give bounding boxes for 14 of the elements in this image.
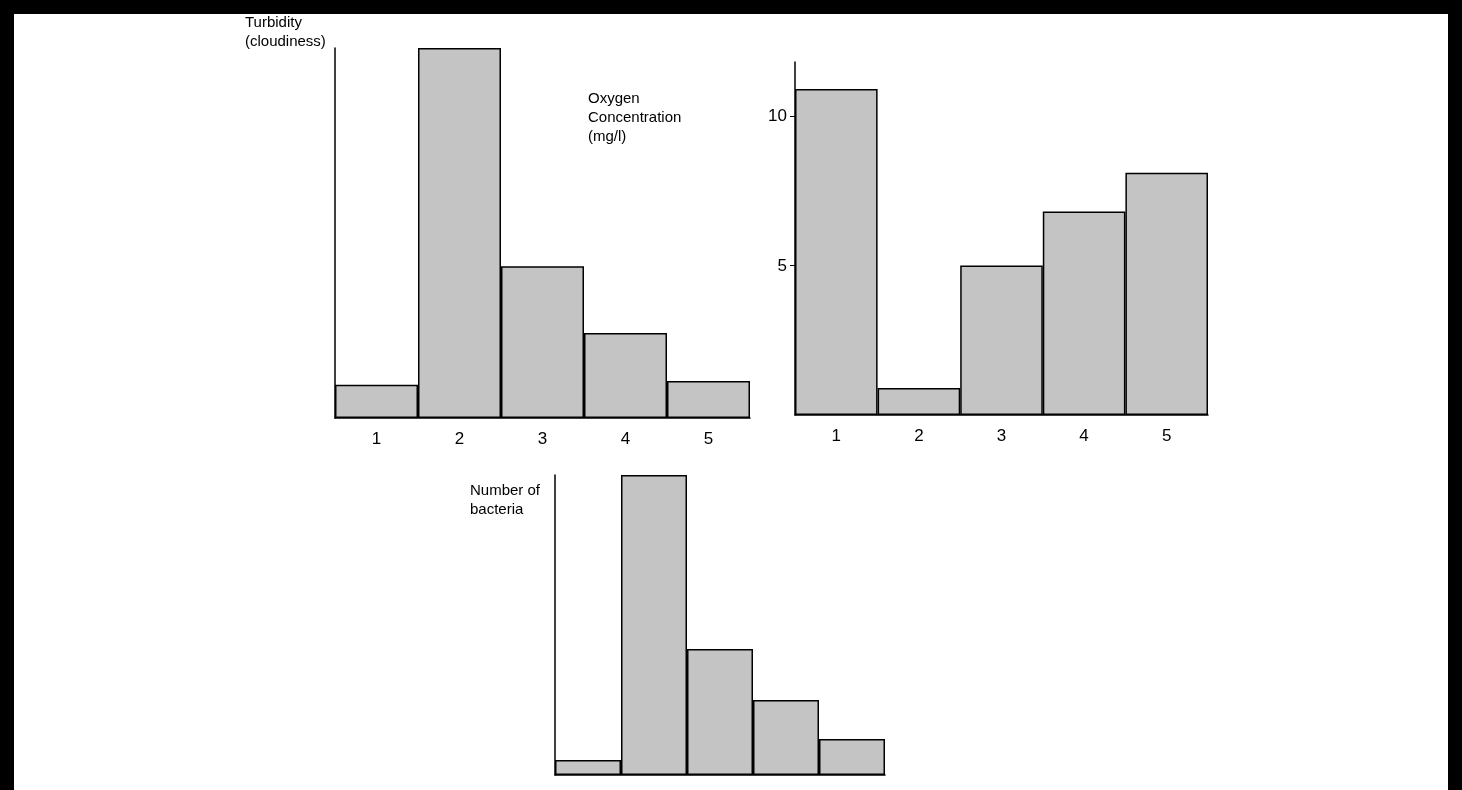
x-tick-label: 1 <box>831 426 842 445</box>
y-tick-label: 10 <box>768 106 787 126</box>
x-tick-label: 4 <box>1079 426 1089 445</box>
x-tick-label: 2 <box>454 429 465 448</box>
x-tick-label: 3 <box>996 426 1007 445</box>
x-tick-label: 4 <box>620 429 631 448</box>
x-tick-label: 5 <box>1161 426 1172 445</box>
y-axis-title: Turbidity (cloudiness) <box>245 12 326 50</box>
y-axis-title: Number of bacteria <box>470 480 541 518</box>
x-tick-label: 2 <box>914 426 924 445</box>
y-axis-title: Oxygen Concentration (mg/l) <box>588 88 682 145</box>
x-tick-label: 3 <box>537 429 548 448</box>
x-tick-label: 1 <box>371 429 382 448</box>
x-tick-label: 5 <box>703 429 714 448</box>
